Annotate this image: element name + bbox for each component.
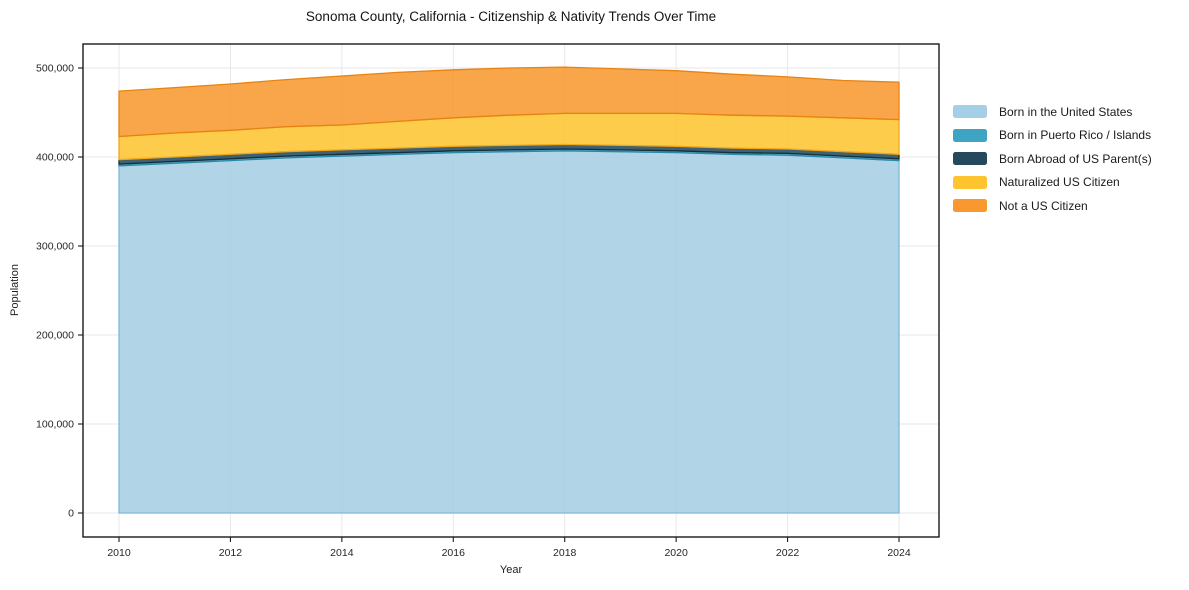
x-tick-label: 2020 bbox=[664, 547, 688, 559]
x-tick-label: 2010 bbox=[107, 547, 131, 559]
y-tick-label: 500,000 bbox=[36, 63, 74, 75]
legend-swatch-not-a-us-citizen bbox=[953, 199, 987, 212]
legend-item-not-a-us-citizen: Not a US Citizen bbox=[953, 198, 1152, 213]
legend-item-born-in-the-united-states: Born in the United States bbox=[953, 104, 1152, 119]
plot-frame bbox=[82, 43, 940, 538]
legend-item-born-in-puerto-rico-islands: Born in Puerto Rico / Islands bbox=[953, 128, 1152, 142]
legend-swatch-naturalized-us-citizen bbox=[953, 175, 987, 189]
area-not-a-us-citizen bbox=[118, 66, 900, 138]
x-tick-label: 2022 bbox=[776, 547, 800, 559]
x-tick-label: 2018 bbox=[553, 547, 577, 559]
x-tick-label: 2024 bbox=[887, 547, 911, 559]
legend-label: Born Abroad of US Parent(s) bbox=[999, 151, 1152, 166]
legend-label: Naturalized US Citizen bbox=[999, 175, 1120, 189]
area-born-in-the-united-states bbox=[118, 150, 900, 514]
legend-item-born-abroad-of-us-parents: Born Abroad of US Parent(s) bbox=[953, 151, 1152, 166]
legend-label: Born in the United States bbox=[999, 104, 1133, 119]
legend-swatch-born-in-puerto-rico-islands bbox=[953, 128, 987, 142]
legend-label: Not a US Citizen bbox=[999, 198, 1088, 213]
axis-ticks: 2010 2012 2014 2016 2018 2020 2022 2024 0 100,000… bbox=[36, 63, 911, 560]
y-tick-label: 200,000 bbox=[36, 330, 74, 342]
y-tick-label: 400,000 bbox=[36, 152, 74, 164]
x-tick-label: 2016 bbox=[442, 547, 466, 559]
legend-label: Born in Puerto Rico / Islands bbox=[999, 128, 1152, 142]
legend-item-naturalized-us-citizen: Naturalized US Citizen bbox=[953, 175, 1152, 189]
y-axis-label: Population bbox=[9, 264, 21, 316]
legend: Born in the United States Born in Puerto… bbox=[953, 105, 1152, 223]
y-tick-label: 100,000 bbox=[36, 419, 74, 431]
stacked-areas bbox=[118, 66, 900, 514]
x-tick-label: 2014 bbox=[330, 547, 354, 559]
y-tick-label: 0 bbox=[68, 508, 74, 520]
x-axis-label: Year bbox=[499, 564, 523, 576]
x-tick-label: 2012 bbox=[219, 547, 243, 559]
legend-swatch-born-abroad-of-us-parents bbox=[953, 152, 987, 165]
y-tick-label: 300,000 bbox=[36, 241, 74, 253]
legend-swatch-born-in-the-united-states bbox=[953, 105, 987, 118]
chart-title: Sonoma County, California - Citizenship … bbox=[305, 9, 717, 24]
